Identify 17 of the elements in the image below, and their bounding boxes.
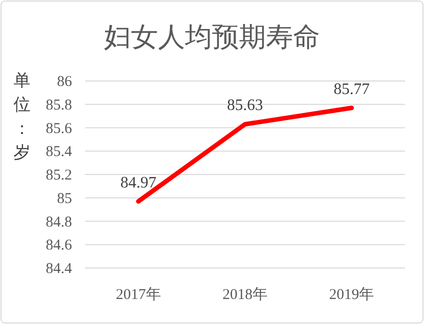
- x-tick-label: 2019年: [329, 286, 374, 303]
- y-tick-label: 84.6: [46, 238, 72, 254]
- y-tick-label: 85: [57, 190, 72, 207]
- y-axis-title: 单位：岁: [14, 71, 30, 162]
- y-tick-label: 84.8: [46, 214, 72, 230]
- y-tick-label: 85.2: [46, 168, 72, 184]
- y-tick-label: 85.6: [46, 120, 72, 137]
- y-tick-label: 84.4: [46, 261, 72, 277]
- y-tick-label: 85.8: [46, 97, 72, 114]
- y-tick-label: 86: [57, 74, 72, 90]
- data-label: 85.77: [334, 80, 370, 98]
- x-tick-label: 2018年: [222, 286, 268, 303]
- data-label: 84.97: [120, 174, 156, 192]
- data-label: 85.63: [227, 97, 263, 114]
- chart-title: 妇女人均预期寿命: [104, 22, 320, 52]
- x-tick-label: 2017年: [116, 286, 161, 303]
- y-tick-label: 85.4: [46, 144, 72, 160]
